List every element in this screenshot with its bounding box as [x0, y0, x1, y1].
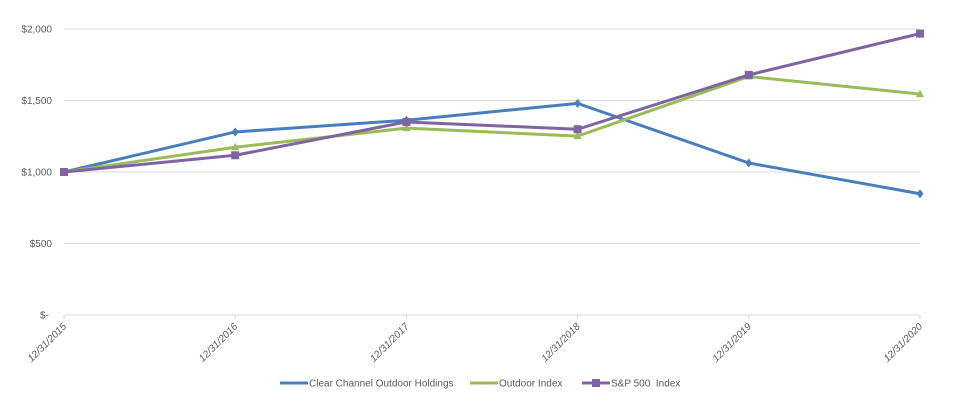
- y-tick-label: $-: [40, 311, 49, 322]
- data-point-square: [573, 125, 582, 134]
- data-point-diamond: [916, 189, 924, 199]
- y-tick-label: $1,500: [21, 96, 52, 107]
- series-s-p-500-index: [60, 29, 924, 176]
- y-axis-ticks: $- $500 $1,000 $1,500 $2,000: [21, 25, 52, 322]
- legend-item: S&P 500 Index: [582, 379, 680, 390]
- legend-label: Outdoor Index: [499, 379, 562, 390]
- series-clear-channel-outdoor-holdings: [60, 98, 924, 199]
- x-tick-label: 12/31/2017: [368, 321, 411, 364]
- data-point-square: [592, 379, 600, 387]
- data-point-triangle: [231, 142, 240, 151]
- data-point-diamond: [745, 158, 753, 168]
- legend-item: Clear Channel Outdoor Holdings: [280, 379, 454, 390]
- x-tick-label: 12/31/2019: [711, 321, 754, 364]
- data-point-triangle: [573, 131, 582, 140]
- x-tick-label: 12/31/2020: [882, 321, 925, 364]
- data-point-square: [60, 168, 68, 176]
- gridlines: [63, 28, 921, 319]
- data-point-square: [231, 151, 240, 160]
- data-point-triangle: [916, 89, 924, 98]
- legend-item: Outdoor Index: [470, 379, 562, 390]
- series-lines: [60, 29, 924, 199]
- y-tick-label: $500: [30, 239, 53, 250]
- data-point-square: [916, 29, 924, 38]
- legend-label: Clear Channel Outdoor Holdings: [309, 379, 454, 390]
- legend-label: S&P 500 Index: [611, 379, 680, 390]
- data-point-diamond: [574, 98, 582, 108]
- x-tick-label: 12/31/2016: [197, 321, 240, 364]
- data-point-square: [402, 117, 411, 126]
- legend: Clear Channel Outdoor Holdings Outdoor In…: [280, 379, 680, 390]
- data-point-square: [744, 70, 753, 79]
- x-axis-ticks: 12/31/2015 12/31/2016 12/31/2017 12/31/2018…: [26, 321, 925, 364]
- series-line: [63, 32, 921, 174]
- series-line: [63, 74, 921, 174]
- data-point-triangle: [402, 123, 411, 132]
- series-line: [63, 101, 921, 196]
- x-tick-label: 12/31/2015: [26, 321, 69, 364]
- y-tick-label: $1,000: [21, 168, 52, 179]
- data-point-diamond: [231, 127, 239, 137]
- y-tick-label: $2,000: [21, 25, 52, 36]
- x-tick-label: 12/31/2018: [540, 321, 583, 364]
